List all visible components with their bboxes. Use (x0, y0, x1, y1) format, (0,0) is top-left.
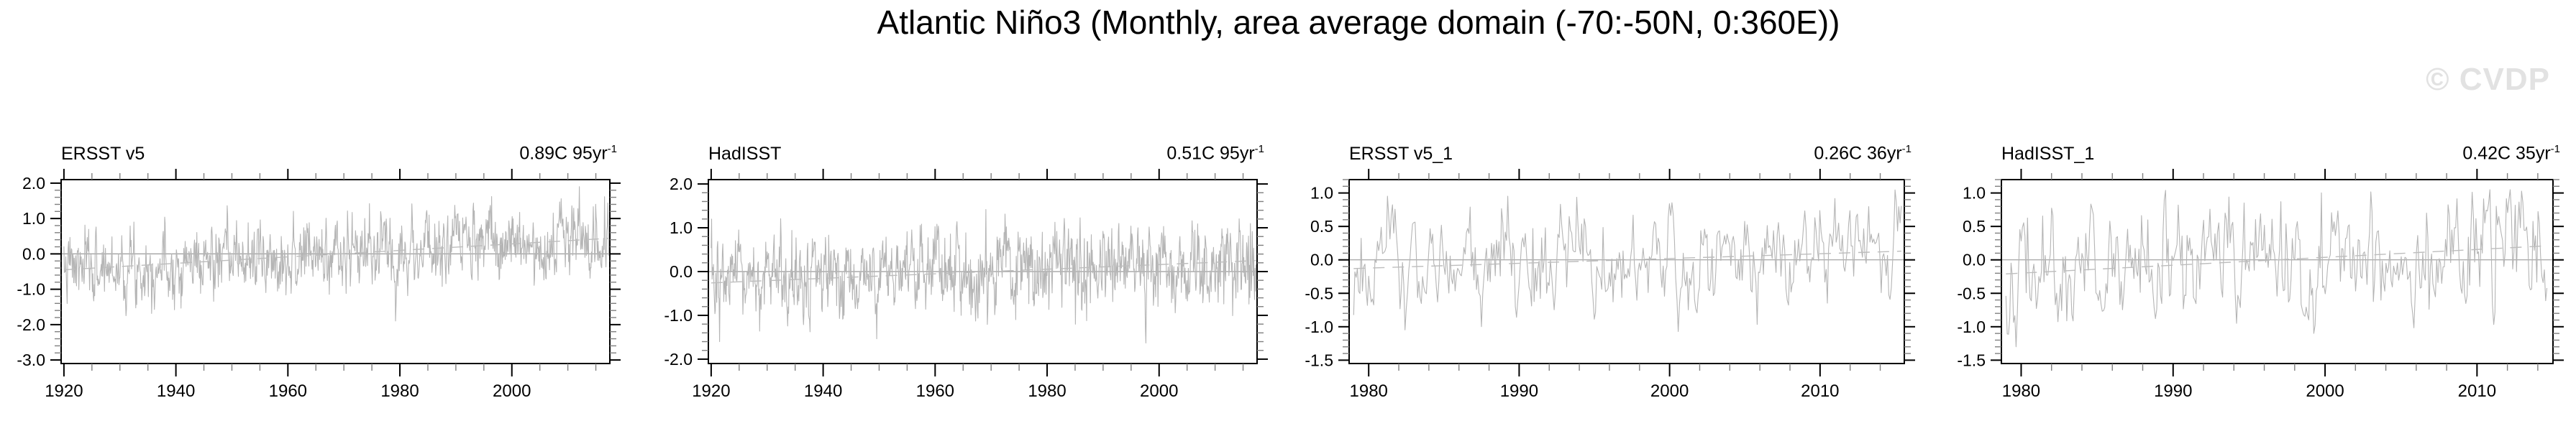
dataset-label: ERSST v5 (61, 143, 145, 164)
timeseries-plot-ersst-v5: 1920 1940 1960 1980 2000 2.0 1.0 0.0 -1.0 -2.0 -3.… (17, 169, 621, 401)
svg-text:0.0: 0.0 (670, 262, 693, 281)
svg-text:1920: 1920 (692, 381, 730, 401)
trend-label: 0.89C 95yr-1 (519, 143, 617, 164)
svg-text:-1.0: -1.0 (1957, 318, 1986, 336)
svg-text:1960: 1960 (269, 381, 307, 401)
svg-text:1940: 1940 (804, 381, 842, 401)
svg-text:1.0: 1.0 (670, 218, 693, 237)
panel-header: HadISST_1 0.42C 35yr-1 (2001, 138, 2560, 164)
svg-text:0.0: 0.0 (1310, 251, 1333, 269)
panel-ersst-v5-1: ERSST v5_1 0.26C 36yr-1 1980 1990 2000 2010… (1292, 138, 1923, 408)
trend-label: 0.26C 36yr-1 (1814, 143, 1912, 164)
svg-text:-1.0: -1.0 (664, 306, 693, 325)
svg-text:-2.0: -2.0 (664, 350, 693, 369)
svg-text:2010: 2010 (2458, 381, 2496, 401)
svg-text:1.0: 1.0 (1310, 184, 1333, 203)
svg-text:1980: 1980 (1350, 381, 1388, 401)
svg-text:-3.0: -3.0 (17, 351, 45, 369)
svg-text:0.5: 0.5 (1310, 217, 1333, 236)
svg-text:0.5: 0.5 (1963, 217, 1986, 236)
svg-text:0.0: 0.0 (1963, 251, 1986, 269)
svg-text:2000: 2000 (493, 381, 531, 401)
dataset-label: HadISST_1 (2001, 143, 2095, 164)
figure-title: Atlantic Niño3 (Monthly, area average do… (877, 4, 1840, 41)
svg-text:0.0: 0.0 (22, 244, 45, 263)
svg-text:1980: 1980 (380, 381, 419, 401)
svg-text:2010: 2010 (1801, 381, 1839, 401)
panel-ersst-v5: ERSST v5 0.89C 95yr-1 1920 1940 1960 1980 20… (4, 138, 629, 408)
svg-text:-1.0: -1.0 (1305, 318, 1333, 336)
svg-text:2000: 2000 (1140, 381, 1178, 401)
dataset-label: HadISST (708, 143, 782, 164)
svg-text:1940: 1940 (157, 381, 195, 401)
svg-text:-0.5: -0.5 (1305, 284, 1333, 302)
svg-text:1.0: 1.0 (1963, 184, 1986, 203)
trend-label: 0.51C 95yr-1 (1166, 143, 1264, 164)
svg-text:1.0: 1.0 (22, 209, 45, 228)
panel-hadisst: HadISST 0.51C 95yr-1 1920 1940 1960 1980 200… (651, 138, 1276, 408)
timeseries-plot-ersst-v5-1: 1980 1990 2000 2010 1.0 0.5 0.0 -0.5 -1.0 -1.5 (1305, 169, 1915, 401)
panel-header: ERSST v5_1 0.26C 36yr-1 (1349, 138, 1912, 164)
svg-text:1920: 1920 (45, 381, 83, 401)
svg-text:2000: 2000 (2306, 381, 2344, 401)
trend-label: 0.42C 35yr-1 (2462, 143, 2560, 164)
svg-text:-1.5: -1.5 (1305, 351, 1333, 369)
cvdp-watermark: © CVDP (2426, 62, 2550, 97)
timeseries-plot-hadisst: 1920 1940 1960 1980 2000 2.0 1.0 0.0 -1.0 -2.0 (664, 169, 1268, 401)
dataset-label: ERSST v5_1 (1349, 143, 1453, 164)
svg-text:-1.0: -1.0 (17, 280, 45, 299)
svg-text:1980: 1980 (2002, 381, 2040, 401)
svg-text:2.0: 2.0 (670, 175, 693, 193)
svg-text:1980: 1980 (1028, 381, 1066, 401)
svg-text:-1.5: -1.5 (1957, 351, 1986, 369)
timeseries-plot-hadisst-1: 1980 1990 2000 2010 1.0 0.5 0.0 -0.5 -1.0 -1.5 (1957, 169, 2564, 401)
svg-text:2000: 2000 (1650, 381, 1689, 401)
svg-text:-2.0: -2.0 (17, 315, 45, 334)
panel-header: ERSST v5 0.89C 95yr-1 (61, 138, 617, 164)
trend-exponent: -1 (1901, 143, 1912, 156)
panel-hadisst-1: HadISST_1 0.42C 35yr-1 1980 1990 2000 2010 1… (1944, 138, 2572, 408)
trend-exponent: -1 (2550, 143, 2560, 156)
panel-header: HadISST 0.51C 95yr-1 (708, 138, 1264, 164)
svg-text:-0.5: -0.5 (1957, 284, 1986, 302)
svg-text:1960: 1960 (916, 381, 954, 401)
svg-text:1990: 1990 (1500, 381, 1538, 401)
svg-text:1990: 1990 (2154, 381, 2192, 401)
trend-exponent: -1 (1254, 143, 1264, 156)
svg-text:2.0: 2.0 (22, 174, 45, 193)
trend-exponent: -1 (607, 143, 617, 156)
